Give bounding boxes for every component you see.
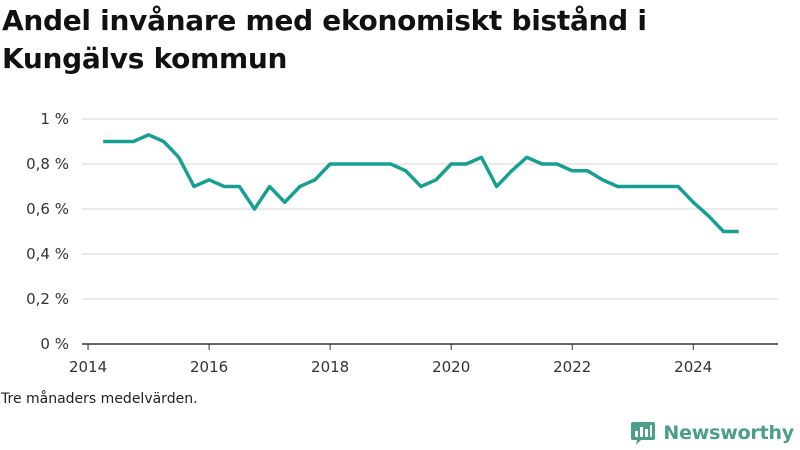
data-point (645, 184, 651, 190)
data-point (221, 184, 227, 190)
data-point (509, 168, 515, 174)
chart-title: Andel invånare med ekonomiskt bistånd i … (2, 4, 647, 75)
data-point (584, 168, 590, 174)
data-point (736, 229, 742, 235)
data-point (388, 161, 394, 167)
x-tick-label: 2016 (190, 358, 228, 376)
gridlines (82, 118, 778, 300)
brand-logo[interactable]: Newsworthy (630, 420, 794, 446)
data-point (327, 161, 333, 167)
data-point (115, 139, 121, 145)
data-point (675, 184, 681, 190)
data-point (478, 154, 484, 160)
data-point (690, 199, 696, 205)
y-tick-label: 0 % (40, 335, 69, 353)
y-axis-tick-labels: 0 % 0,2 % 0,4 % 0,6 % 0,8 % 1 % (26, 110, 69, 353)
brand-name: Newsworthy (663, 422, 794, 444)
data-point (539, 161, 545, 167)
data-point (418, 184, 424, 190)
data-point (267, 184, 273, 190)
data-point (146, 132, 152, 138)
data-point (176, 154, 182, 160)
y-tick-label: 0,2 % (26, 290, 69, 308)
data-point (100, 139, 106, 145)
x-tick-label: 2022 (553, 358, 591, 376)
y-tick-label: 0,4 % (26, 245, 69, 263)
data-point (463, 161, 469, 167)
chart-note: Tre månaders medelvärden. (1, 391, 198, 407)
data-point (297, 184, 303, 190)
data-point (705, 213, 711, 219)
data-point (448, 161, 454, 167)
data-point (721, 229, 727, 235)
y-tick-label: 0,6 % (26, 200, 69, 218)
y-tick-label: 0,8 % (26, 155, 69, 173)
bar-chart-speech-bubble-icon (631, 422, 656, 445)
data-point (599, 177, 605, 183)
data-point (660, 184, 666, 190)
data-point (373, 161, 379, 167)
x-tick-label: 2024 (674, 358, 712, 376)
x-tick-label: 2018 (311, 358, 349, 376)
data-point (630, 184, 636, 190)
data-point (251, 206, 257, 212)
data-point (569, 168, 575, 174)
data-point (554, 161, 560, 167)
data-point (282, 199, 288, 205)
x-axis (82, 343, 778, 350)
data-point (342, 161, 348, 167)
x-tick-label: 2020 (432, 358, 470, 376)
data-point (403, 168, 409, 174)
data-point (130, 139, 136, 145)
data-point (524, 154, 530, 160)
series-line (103, 133, 739, 234)
data-point (357, 161, 363, 167)
data-point (494, 184, 500, 190)
data-point (615, 184, 621, 190)
series-layer (100, 132, 742, 235)
data-point (206, 177, 212, 183)
data-point (312, 177, 318, 183)
x-axis-tick-labels: 2014 2016 2018 2020 2022 2024 (69, 358, 712, 376)
data-point (161, 139, 167, 145)
data-point (236, 184, 242, 190)
data-point (433, 177, 439, 183)
y-tick-label: 1 % (40, 110, 69, 128)
data-point (191, 184, 197, 190)
x-tick-label: 2014 (69, 358, 107, 376)
